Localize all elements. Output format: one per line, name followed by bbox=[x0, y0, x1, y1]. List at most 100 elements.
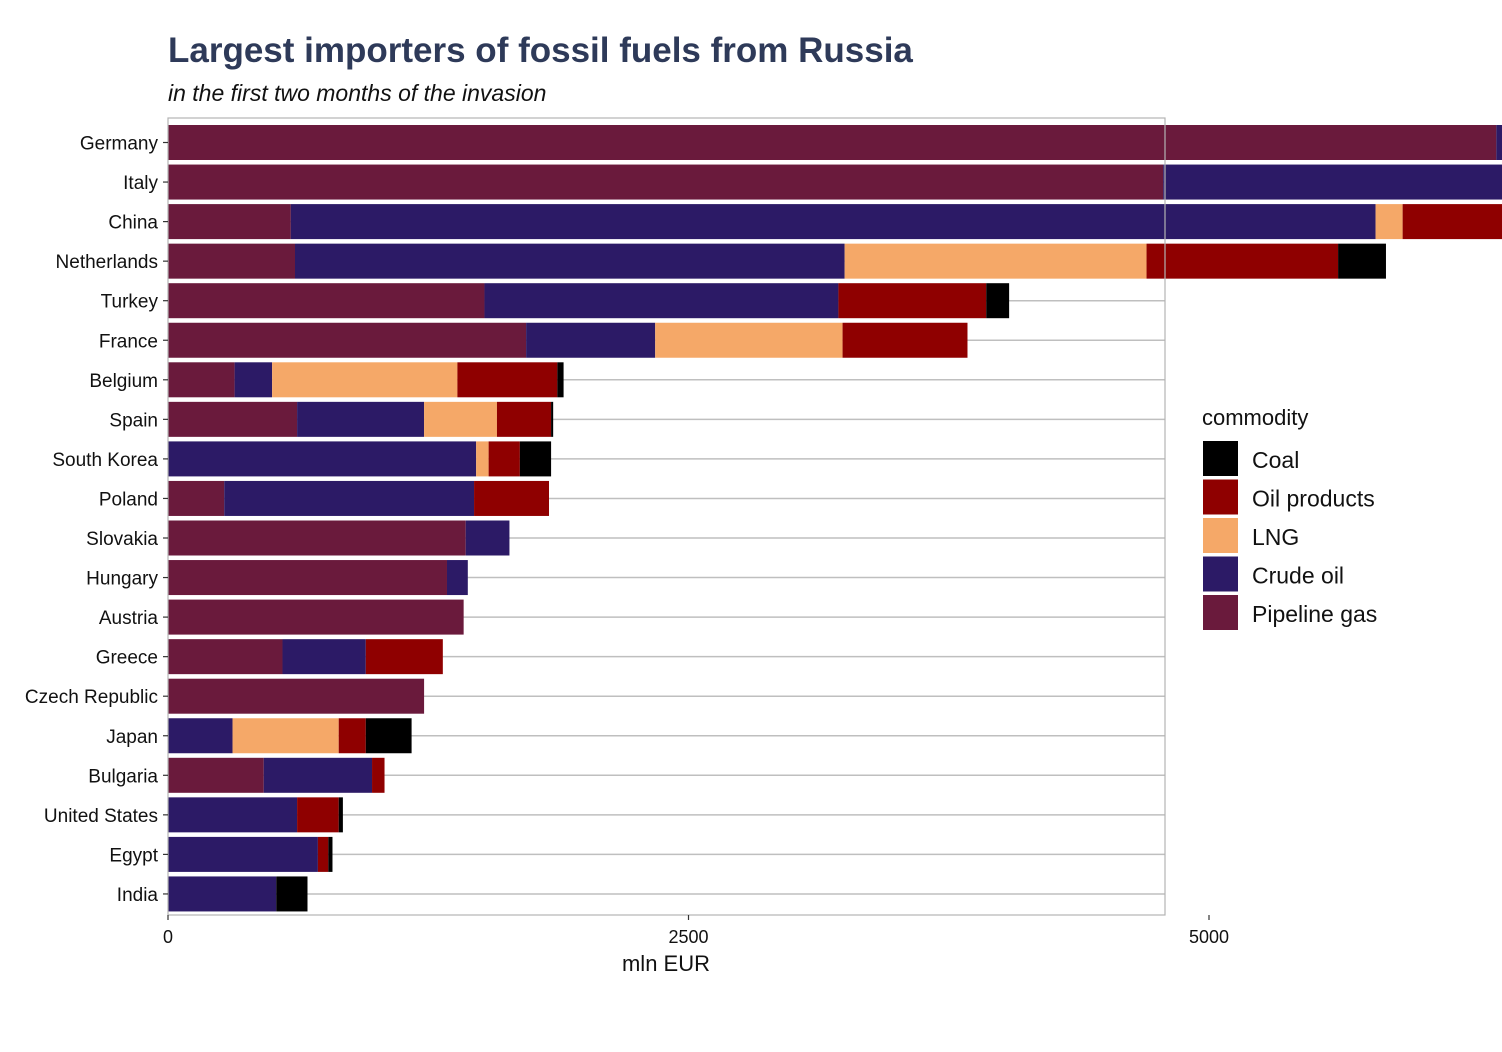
category-label-turkey: Turkey bbox=[101, 292, 159, 313]
bar-spain-lng bbox=[424, 401, 497, 437]
category-label-netherlands: Netherlands bbox=[56, 252, 158, 273]
bar-netherlands-coal bbox=[1338, 243, 1386, 279]
bar-egypt-coal bbox=[328, 836, 333, 872]
bar-india-coal bbox=[276, 876, 308, 912]
bar-germany-crude-oil bbox=[1496, 125, 1502, 160]
bar-france-oil-products bbox=[842, 322, 968, 358]
bars bbox=[168, 125, 1502, 912]
bar-japan-crude-oil bbox=[168, 718, 233, 754]
bar-france-pipeline-gas bbox=[168, 322, 527, 358]
chart-title: Largest importers of fossil fuels from R… bbox=[168, 31, 913, 70]
category-label-japan: Japan bbox=[106, 727, 158, 748]
category-label-austria: Austria bbox=[99, 608, 159, 629]
x-tick-label-5000: 5000 bbox=[1189, 927, 1229, 947]
legend-swatch-pipeline-gas bbox=[1203, 595, 1238, 630]
bar-united-states-oil-products bbox=[297, 797, 339, 833]
bar-bulgaria-oil-products bbox=[372, 757, 385, 793]
bar-france-crude-oil bbox=[526, 322, 656, 358]
bar-united-states-coal bbox=[338, 797, 343, 833]
x-tick-label-2500: 2500 bbox=[668, 927, 708, 947]
bar-south-korea-coal bbox=[519, 441, 552, 477]
bar-south-korea-lng bbox=[476, 441, 489, 477]
bar-spain-pipeline-gas bbox=[168, 401, 298, 437]
bar-turkey-crude-oil bbox=[484, 283, 839, 319]
category-label-germany: Germany bbox=[80, 134, 159, 155]
category-label-greece: Greece bbox=[96, 648, 158, 669]
bar-poland-crude-oil bbox=[224, 480, 475, 516]
legend-label-coal: Coal bbox=[1252, 447, 1299, 473]
category-label-france: France bbox=[99, 331, 158, 352]
bar-egypt-crude-oil bbox=[168, 836, 318, 872]
bar-spain-coal bbox=[551, 401, 554, 437]
legend-swatch-coal bbox=[1203, 441, 1238, 476]
bar-slovakia-pipeline-gas bbox=[168, 520, 466, 556]
bar-netherlands-lng bbox=[844, 243, 1147, 279]
bar-hungary-pipeline-gas bbox=[168, 560, 447, 596]
bar-spain-crude-oil bbox=[297, 401, 425, 437]
bar-india-crude-oil bbox=[168, 876, 277, 912]
bar-japan-coal bbox=[365, 718, 412, 754]
bar-spain-oil-products bbox=[496, 401, 552, 437]
bar-italy-pipeline-gas bbox=[168, 164, 1164, 200]
category-label-poland: Poland bbox=[99, 489, 158, 510]
bar-belgium-pipeline-gas bbox=[168, 362, 235, 398]
bar-south-korea-oil-products bbox=[488, 441, 520, 477]
category-label-slovakia: Slovakia bbox=[86, 529, 158, 550]
legend-label-crude-oil: Crude oil bbox=[1252, 563, 1344, 589]
legend-label-oil-products: Oil products bbox=[1252, 486, 1375, 512]
category-label-belgium: Belgium bbox=[89, 371, 158, 392]
bar-japan-lng bbox=[232, 718, 339, 754]
bar-belgium-oil-products bbox=[457, 362, 558, 398]
legend-label-lng: LNG bbox=[1252, 524, 1299, 550]
bar-netherlands-pipeline-gas bbox=[168, 243, 296, 279]
category-label-bulgaria: Bulgaria bbox=[88, 766, 158, 787]
bar-japan-oil-products bbox=[338, 718, 366, 754]
legend-swatch-oil-products bbox=[1203, 479, 1238, 515]
bar-france-lng bbox=[655, 322, 843, 358]
category-label-india: India bbox=[117, 885, 159, 906]
bar-china-oil-products bbox=[1402, 204, 1502, 240]
bar-turkey-pipeline-gas bbox=[168, 283, 485, 319]
bar-germany-pipeline-gas bbox=[168, 125, 1497, 160]
category-label-egypt: Egypt bbox=[109, 845, 158, 866]
legend: commodity Coal Oil products LNG Crude oil Pi… bbox=[1202, 405, 1377, 630]
bar-united-states-crude-oil bbox=[168, 797, 298, 833]
category-label-italy: Italy bbox=[123, 173, 158, 194]
bar-netherlands-crude-oil bbox=[295, 243, 845, 279]
category-label-china: China bbox=[108, 213, 158, 234]
legend-swatch-crude-oil bbox=[1203, 556, 1238, 592]
bar-bulgaria-pipeline-gas bbox=[168, 757, 264, 793]
bar-belgium-coal bbox=[557, 362, 564, 398]
bar-bulgaria-crude-oil bbox=[263, 757, 373, 793]
bar-czech-republic-pipeline-gas bbox=[168, 678, 425, 714]
bar-italy-crude-oil bbox=[1163, 164, 1502, 200]
bar-belgium-lng bbox=[272, 362, 458, 398]
legend-swatch-lng bbox=[1203, 518, 1238, 553]
bar-netherlands-oil-products bbox=[1146, 243, 1339, 279]
bar-belgium-crude-oil bbox=[234, 362, 273, 398]
plot-panel-border bbox=[167, 117, 1166, 916]
bar-greece-pipeline-gas bbox=[168, 639, 283, 675]
bar-poland-oil-products bbox=[474, 480, 550, 516]
x-tick-label-0: 0 bbox=[163, 927, 173, 947]
bar-poland-pipeline-gas bbox=[168, 480, 225, 516]
bar-egypt-oil-products bbox=[317, 836, 329, 872]
bar-greece-crude-oil bbox=[282, 639, 366, 675]
bar-turkey-oil-products bbox=[838, 283, 987, 319]
chart-subtitle: in the first two months of the invasion bbox=[168, 80, 546, 106]
category-label-spain: Spain bbox=[109, 410, 158, 431]
bar-china-lng bbox=[1375, 204, 1403, 240]
bar-china-pipeline-gas bbox=[168, 204, 291, 240]
category-axis: Germany Italy China Netherlands Turkey France… bbox=[25, 134, 168, 906]
category-label-south-korea: South Korea bbox=[52, 450, 158, 471]
bar-turkey-coal bbox=[986, 283, 1010, 319]
legend-title: commodity bbox=[1202, 405, 1308, 430]
bar-hungary-crude-oil bbox=[446, 560, 468, 596]
category-label-united-states: United States bbox=[44, 806, 158, 827]
category-label-hungary: Hungary bbox=[86, 569, 158, 590]
legend-label-pipeline-gas: Pipeline gas bbox=[1252, 601, 1377, 627]
bar-china-crude-oil bbox=[290, 204, 1376, 240]
bar-austria-pipeline-gas bbox=[168, 599, 464, 635]
bar-greece-oil-products bbox=[365, 639, 443, 675]
